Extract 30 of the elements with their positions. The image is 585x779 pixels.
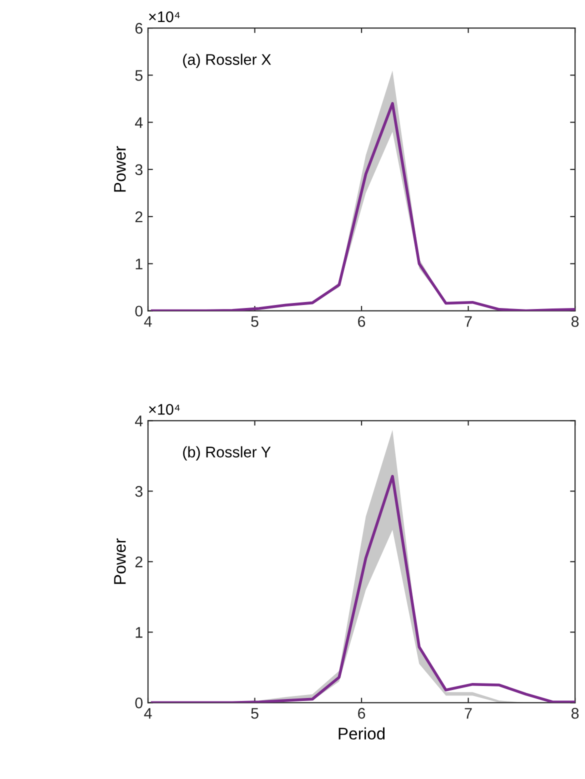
annotation: (a) Rossler X <box>183 54 271 68</box>
text: ×10⁴ <box>149 404 180 415</box>
x-tick-label: 8 <box>571 708 579 719</box>
y-axis-title: Power <box>114 146 126 192</box>
y-tick-label: 4 <box>135 117 143 128</box>
y-tick-label: 0 <box>135 306 143 317</box>
x-tick-label: 6 <box>358 316 366 327</box>
x-tick-label: 5 <box>251 708 258 719</box>
x-tick-label: 5 <box>251 316 258 327</box>
text: ×10⁴ <box>149 11 180 22</box>
y-tick-label: 2 <box>135 211 142 222</box>
y-tick-label: 1 <box>136 258 142 270</box>
line-series <box>150 474 576 703</box>
x-tick-label: 8 <box>571 316 579 327</box>
y-tick-label: 2 <box>135 556 142 568</box>
y-tick-label: 3 <box>135 486 142 497</box>
annotation: (b) Rossler Y <box>183 446 271 460</box>
x-axis-title: Period <box>338 727 385 740</box>
x-tick-label: 7 <box>464 708 472 719</box>
x-tick-label: 6 <box>358 708 366 719</box>
y-tick-label: 6 <box>135 22 142 34</box>
x-tick-label: 7 <box>464 316 472 327</box>
y-axis-title: Power <box>114 538 126 584</box>
x-tick-label: 4 <box>144 316 152 327</box>
y-tick-label: 4 <box>135 416 143 426</box>
y-tick-label: 0 <box>135 698 143 708</box>
y-tick-label: 3 <box>135 164 142 176</box>
y-tick-label: 1 <box>136 627 142 638</box>
x-tick-label: 4 <box>144 708 152 719</box>
y-tick-label: 5 <box>135 70 143 81</box>
